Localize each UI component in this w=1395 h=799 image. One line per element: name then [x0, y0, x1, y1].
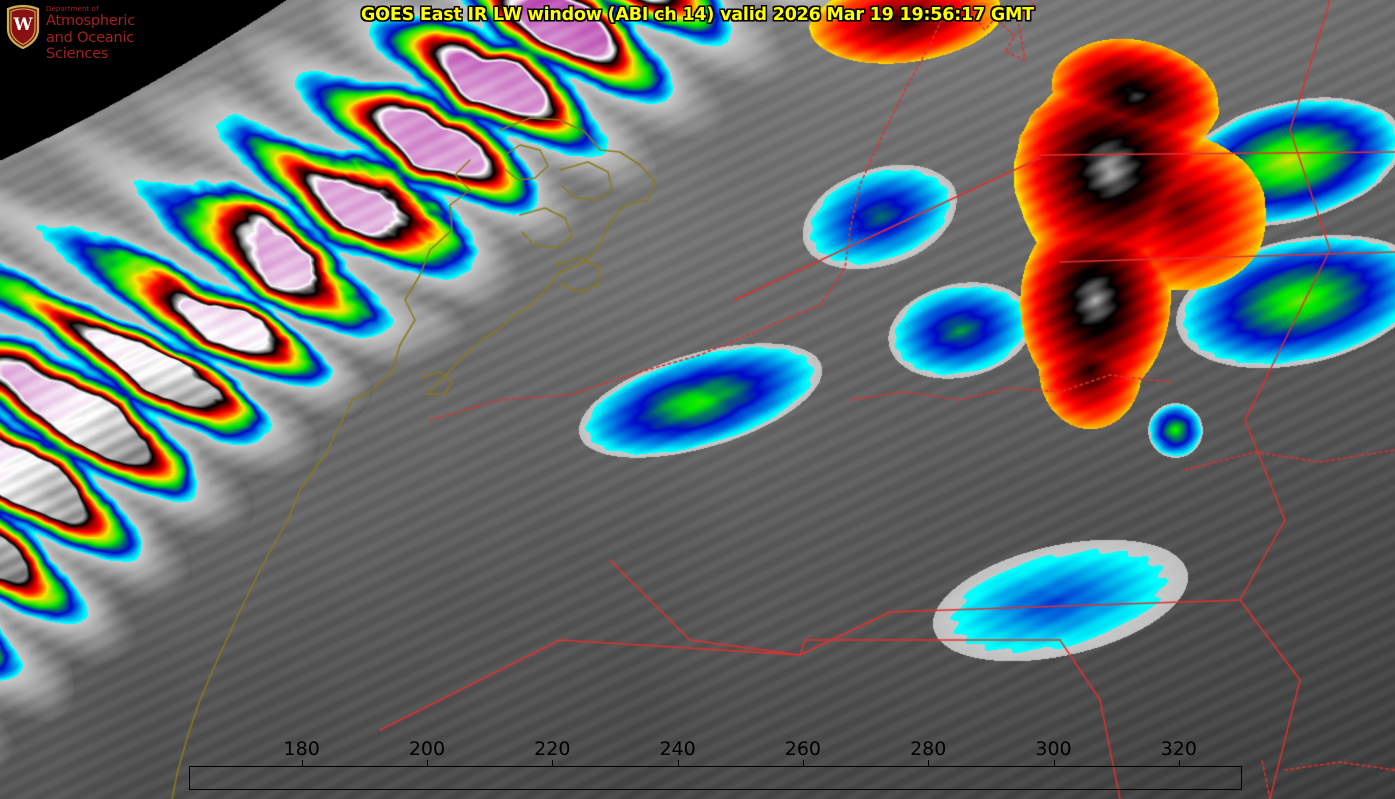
colorbar-tick-label: 280: [910, 738, 947, 760]
colorbar-tick-label: 240: [659, 738, 696, 760]
colorbar-tick-mark: [301, 760, 303, 766]
colorbar-tick-mark: [928, 760, 930, 766]
colorbar-tick-label: 220: [534, 738, 571, 760]
colorbar-tick-label: 180: [283, 738, 320, 760]
logo-dept-prefix: Department of: [46, 5, 99, 13]
crest-letter: W: [12, 15, 33, 35]
uw-crest-icon: W: [6, 3, 40, 49]
colorbar-gradient: [189, 766, 1242, 790]
colorbar-tick-mark: [552, 760, 554, 766]
colorbar-tick-mark: [1178, 760, 1180, 766]
colorbar-tick-label: 300: [1035, 738, 1072, 760]
colorbar-tick-mark: [1053, 760, 1055, 766]
colorbar-tick-labels: 180 200 220 240 260 280 300 320: [189, 738, 1242, 766]
logo-wordmark: Department of Atmospheric and Oceanic Sc…: [46, 5, 175, 62]
colorbar-tick-label: 320: [1160, 738, 1197, 760]
colorbar-tick-mark: [426, 760, 428, 766]
colorbar-tick-label: 260: [784, 738, 822, 760]
colorbar-tick-mark: [677, 760, 679, 766]
colorbar-tick-label: 200: [408, 738, 446, 760]
colorbar: 180 200 220 240 260 280 300 320: [189, 740, 1242, 792]
logo-line-2: and Oceanic Sciences: [46, 29, 135, 62]
colorbar-tick-mark: [802, 760, 804, 766]
uw-aos-logo: W Department of Atmospheric and Oceanic …: [0, 0, 175, 62]
logo-line-1: Atmospheric: [46, 13, 135, 30]
crest-shield-svg: W: [6, 4, 40, 49]
